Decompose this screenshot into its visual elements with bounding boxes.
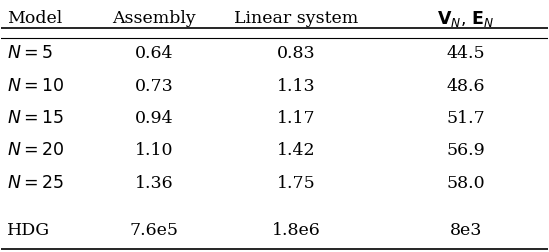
Text: 1.42: 1.42 [277,142,316,160]
Text: 0.94: 0.94 [135,110,173,127]
Text: Linear system: Linear system [234,10,358,27]
Text: Assembly: Assembly [113,10,196,27]
Text: Model: Model [7,10,62,27]
Text: 48.6: 48.6 [446,78,485,94]
Text: 0.83: 0.83 [277,45,316,62]
Text: $N = 20$: $N = 20$ [7,142,64,160]
Text: 44.5: 44.5 [446,45,485,62]
Text: 1.10: 1.10 [135,142,173,160]
Text: $N = 25$: $N = 25$ [7,175,64,192]
Text: HDG: HDG [7,222,50,239]
Text: 51.7: 51.7 [446,110,485,127]
Text: 0.64: 0.64 [135,45,173,62]
Text: $N = 10$: $N = 10$ [7,78,64,94]
Text: 58.0: 58.0 [446,175,485,192]
Text: $N = 5$: $N = 5$ [7,45,53,62]
Text: 56.9: 56.9 [446,142,485,160]
Text: $\mathbf{V}_N,\, \mathbf{E}_N$: $\mathbf{V}_N,\, \mathbf{E}_N$ [437,9,495,29]
Text: 0.73: 0.73 [135,78,173,94]
Text: 1.17: 1.17 [277,110,316,127]
Text: 1.13: 1.13 [277,78,316,94]
Text: 1.8e6: 1.8e6 [272,222,321,239]
Text: $N = 15$: $N = 15$ [7,110,64,127]
Text: 8e3: 8e3 [450,222,482,239]
Text: 7.6e5: 7.6e5 [130,222,179,239]
Text: 1.36: 1.36 [135,175,173,192]
Text: 1.75: 1.75 [277,175,316,192]
